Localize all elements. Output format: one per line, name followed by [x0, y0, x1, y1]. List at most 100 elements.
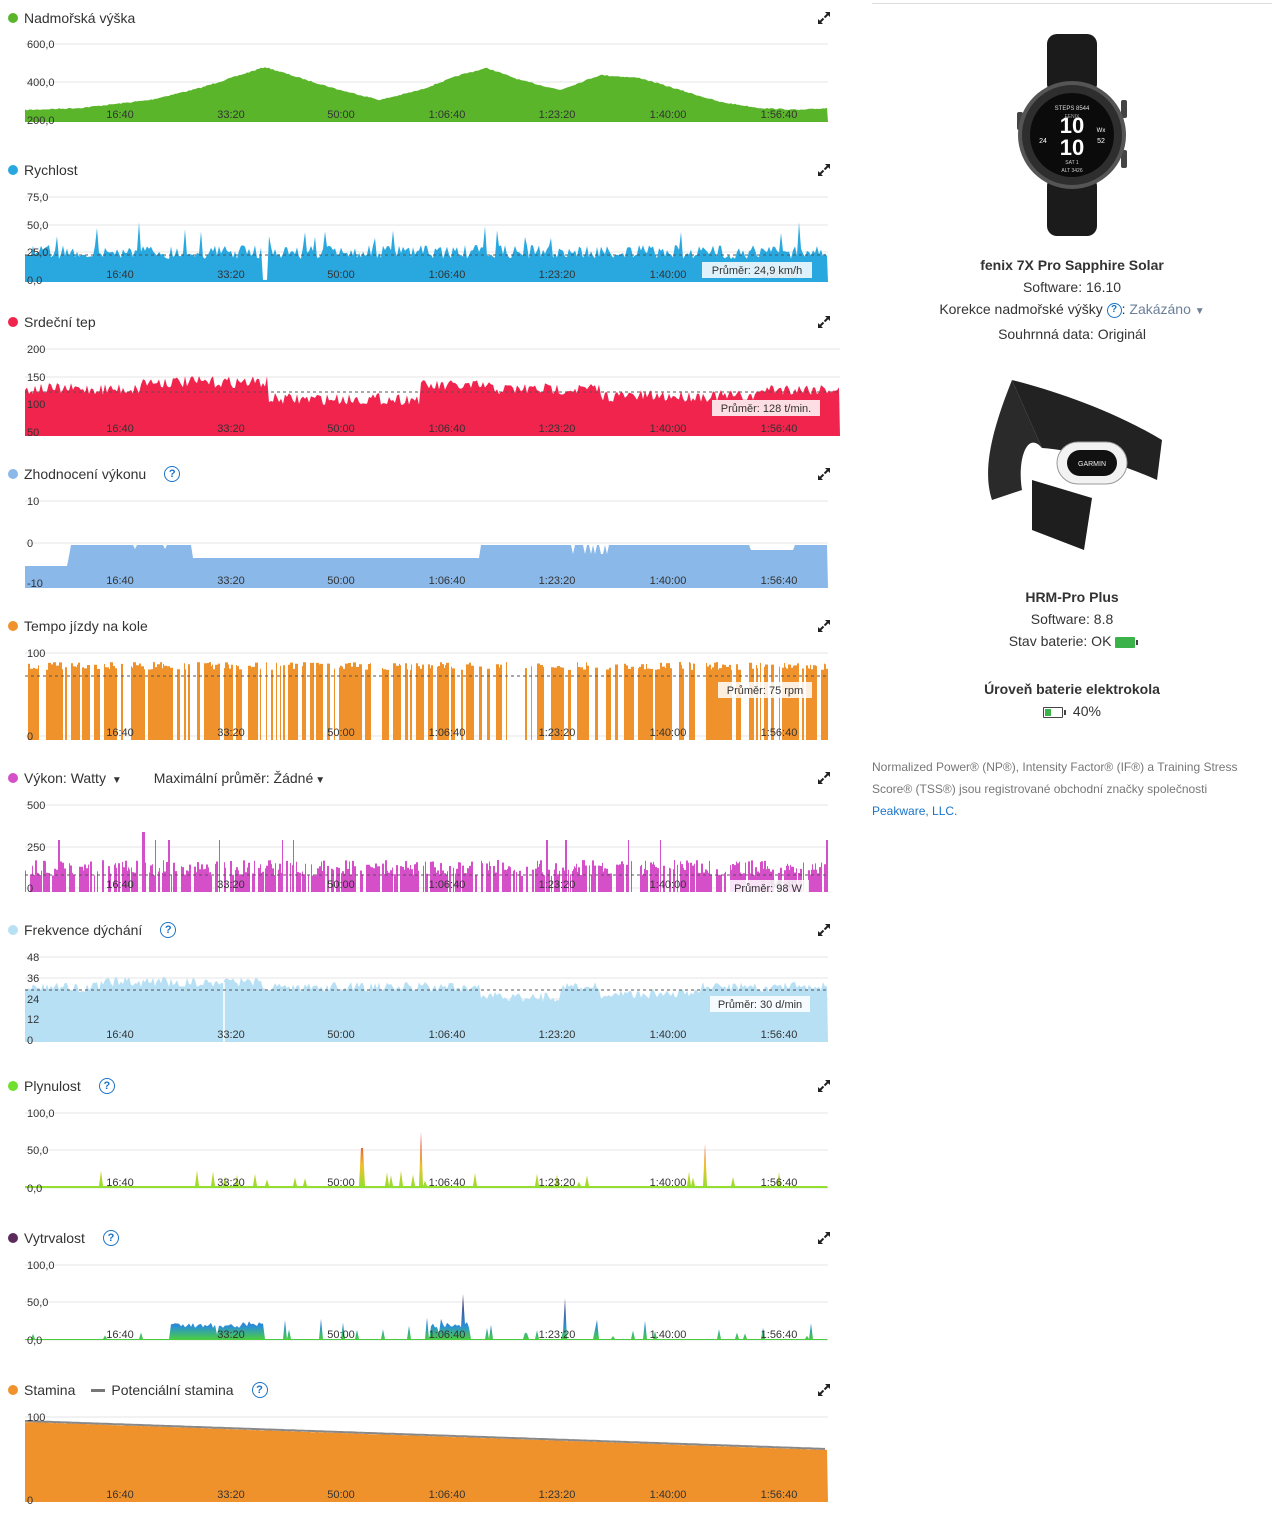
hrm-image: GARMIN	[988, 380, 1162, 550]
performance-plot[interactable]: 10 0 -10 16:40 33:20 50:00 1:06:40 1:23:20 1:40:…	[0, 486, 840, 606]
x-tick-label: 33:20	[217, 423, 245, 435]
stamina-header: Stamina Potenciální stamina ?	[8, 1380, 268, 1400]
expand-icon[interactable]	[816, 1078, 832, 1094]
expand-icon[interactable]	[816, 10, 832, 26]
respiration-legend-dot	[8, 925, 18, 935]
help-icon[interactable]: ?	[164, 466, 181, 482]
peaksware-link[interactable]: Peakware, LLC.	[872, 804, 958, 818]
average-label: Průměr: 75 rpm	[727, 685, 803, 697]
x-tick-label: 16:40	[106, 727, 134, 739]
x-tick-label: 1:40:00	[650, 1029, 687, 1041]
y-tick-label: 0	[27, 883, 33, 895]
watch-image: STEPS 8544 FENIX 10 10 24 52 Wx SAT 1 AL…	[1017, 34, 1127, 236]
expand-icon[interactable]	[816, 1382, 832, 1398]
performance-title: Zhodnocení výkonu	[24, 466, 147, 482]
hrm-battery-row: Stav baterie: OK	[872, 630, 1272, 652]
expand-icon[interactable]	[816, 922, 832, 938]
grit-title: Vytrvalost	[24, 1230, 85, 1246]
speed-plot[interactable]: 75,0 50,0 25,0 0,0 16:40 33:20 50:00 1:06:40 1:2…	[0, 182, 840, 302]
x-tick-label: 1:06:40	[429, 269, 466, 281]
x-tick-label: 1:40:00	[650, 269, 687, 281]
y-tick-label: 100,0	[27, 1260, 55, 1272]
y-tick-label: -10	[27, 578, 43, 590]
ebike-battery-title: Úroveň baterie elektrokola	[984, 681, 1160, 697]
power-metric-dropdown[interactable]: Výkon: Watty ▼	[24, 770, 122, 786]
flow-area	[25, 1132, 828, 1188]
expand-icon[interactable]	[816, 618, 832, 634]
x-tick-label: 33:20	[217, 269, 245, 281]
expand-icon[interactable]	[816, 466, 832, 482]
trademark-text: Normalized Power® (NP®), Intensity Facto…	[872, 760, 1238, 796]
y-tick-label: 12	[27, 1014, 39, 1026]
y-tick-label: 48	[27, 952, 39, 964]
help-icon[interactable]: ?	[160, 922, 177, 938]
x-tick-label: 1:06:40	[429, 423, 466, 435]
trademark-note: Normalized Power® (NP®), Intensity Facto…	[872, 756, 1262, 822]
average-label: Průměr: 24,9 km/h	[712, 265, 802, 277]
y-tick-label: 25,0	[27, 247, 48, 259]
watch-steps: STEPS 8544	[1055, 106, 1090, 112]
x-tick-label: 1:06:40	[429, 1029, 466, 1041]
x-tick-label: 33:20	[217, 575, 245, 587]
stamina-legend-dot	[8, 1385, 18, 1395]
y-tick-label: 50	[27, 427, 39, 439]
watch-left-value: 24	[1039, 138, 1047, 145]
x-tick-label: 1:23:20	[539, 727, 576, 739]
expand-icon[interactable]	[816, 770, 832, 786]
max-average-dropdown[interactable]: Maximální průměr: Žádné ▼	[154, 770, 325, 786]
y-tick-label: 100	[27, 648, 45, 660]
altitude-correction-row: Korekce nadmořské výšky ?: Zakázáno ▼	[939, 301, 1205, 318]
x-tick-label: 16:40	[106, 1177, 134, 1189]
x-tick-label: 1:56:40	[761, 423, 798, 435]
grit-plot[interactable]: 100,0 50,0 0,0 16:40 33:20 50:00 1:06:40 1:23:2…	[0, 1250, 840, 1370]
x-tick-label: 1:06:40	[429, 1177, 466, 1189]
potential-stamina-legend-line	[91, 1388, 106, 1392]
x-tick-label: 1:23:20	[539, 423, 576, 435]
y-tick-label: 0,0	[27, 1335, 42, 1347]
x-tick-label: 16:40	[106, 575, 134, 587]
expand-icon[interactable]	[816, 162, 832, 178]
elevation-plot[interactable]: 600,0 400,0 200,0 16:40 33:20 50:00 1:06:40 1:2…	[0, 30, 840, 150]
x-tick-label: 33:20	[217, 879, 245, 891]
stamina-plot[interactable]: 100 0 16:40 33:20 50:00 1:06:40 1:23:20 1:40:00…	[0, 1402, 840, 1522]
expand-icon[interactable]	[816, 314, 832, 330]
x-tick-label: 1:23:20	[539, 269, 576, 281]
expand-icon[interactable]	[816, 1230, 832, 1246]
help-icon[interactable]: ?	[251, 1382, 268, 1398]
y-tick-label: 0	[27, 1035, 33, 1047]
heart-rate-header: Srdeční tep	[8, 312, 96, 332]
cadence-title: Tempo jízdy na kole	[24, 618, 148, 634]
x-tick-label: 16:40	[106, 109, 134, 121]
average-label-box	[718, 682, 812, 698]
y-tick-label: 10	[27, 496, 39, 508]
altitude-correction-label: Korekce nadmořské výšky	[939, 301, 1103, 317]
flow-header: Plynulost ?	[8, 1076, 115, 1096]
respiration-title: Frekvence dýchání	[24, 922, 143, 938]
help-icon[interactable]: ?	[1106, 302, 1122, 318]
help-icon[interactable]: ?	[102, 1230, 119, 1246]
respiration-plot[interactable]: 48 36 24 12 0 16:40 33:20 50:00 1:06:40 1:23:20 1:…	[0, 942, 840, 1062]
x-tick-label: 1:23:20	[539, 879, 576, 891]
x-tick-label: 1:23:20	[539, 109, 576, 121]
cadence-plot[interactable]: 100 0 16:40 33:20 50:00 1:06:40 1:23:20 1:40:00…	[0, 638, 840, 758]
x-tick-label: 1:56:40	[761, 1489, 798, 1501]
chevron-down-icon: ▼	[315, 775, 326, 786]
y-tick-label: 50,0	[27, 1145, 48, 1157]
average-label: Průměr: 128 t/min.	[721, 403, 811, 415]
x-tick-label: 1:23:20	[539, 1177, 576, 1189]
hrm-brand: GARMIN	[1078, 461, 1106, 468]
help-icon[interactable]: ?	[98, 1078, 115, 1094]
heart-rate-title: Srdeční tep	[24, 314, 96, 330]
y-tick-label: 50,0	[27, 1297, 48, 1309]
flow-plot[interactable]: 100,0 50,0 0,0 16:40 33:20 50:00 1:06:40 1:23:2…	[0, 1098, 840, 1218]
stamina-chart: Stamina Potenciální stamina ? 100 0 16:40 3…	[0, 1372, 840, 1522]
y-tick-label: 36	[27, 973, 39, 985]
power-plot[interactable]: 500 250 0 16:40 33:20 50:00 1:06:40 1:23:20 1:40…	[0, 790, 840, 910]
x-tick-label: 1:23:20	[539, 1029, 576, 1041]
altitude-correction-dropdown[interactable]: Zakázáno ▼	[1129, 301, 1204, 317]
potential-stamina-line	[24, 1420, 826, 1450]
hrm-device: GARMIN HRM-Pro Plus Software: 8.8 Stav b…	[872, 370, 1272, 652]
heart-rate-plot[interactable]: 200 150 100 50 16:40 33:20 50:00 1:06:40 1:23:20…	[0, 334, 840, 454]
y-tick-label: 75,0	[27, 192, 48, 204]
watch-hour: 10	[1060, 113, 1084, 138]
